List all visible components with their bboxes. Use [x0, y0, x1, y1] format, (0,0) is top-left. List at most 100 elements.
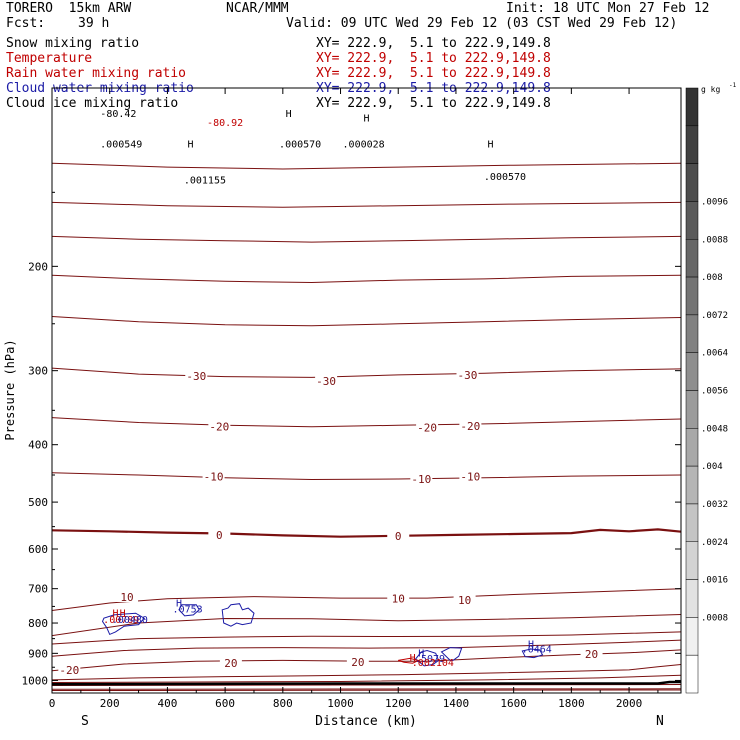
- contour-label: -30: [316, 375, 336, 388]
- max-annotation: H: [112, 609, 118, 620]
- x-tick-label: 800: [273, 697, 293, 710]
- field-name-temperature: Temperature: [6, 51, 93, 66]
- x-tick-label: 600: [215, 697, 235, 710]
- surface-line: [51, 680, 681, 686]
- y-tick-label: 200: [28, 260, 48, 273]
- contour-label-bg: [315, 374, 338, 386]
- max-annotation: H: [418, 649, 424, 660]
- colorbar-swatch: [685, 541, 699, 580]
- x-tick-label: 2000: [616, 697, 643, 710]
- x-tick-label: 1200: [385, 697, 412, 710]
- north-label: N: [656, 714, 664, 729]
- temperature-contour--40: [51, 316, 682, 327]
- colorbar-swatch: [685, 163, 699, 202]
- contour-label-bg: [208, 420, 231, 432]
- temperature-contour-extra-1: [51, 631, 682, 645]
- y-tick-label: 400: [28, 439, 48, 452]
- colorbar-swatch: [685, 314, 699, 353]
- colorbar-unit-exponent: -1: [729, 82, 737, 89]
- colorbar-label: .0072: [701, 311, 728, 321]
- temperature-contour--80: [51, 162, 682, 170]
- y-tick-label: 500: [28, 496, 48, 509]
- contour-label: 0: [395, 530, 402, 543]
- y-axis-label: Pressure (hPa): [3, 339, 17, 440]
- cloud-water-contour-4: [440, 647, 463, 661]
- temperature-contour--10: [51, 472, 682, 481]
- valid-time: Valid: 09 UTC Wed 29 Feb 12 (03 CST Wed …: [286, 16, 678, 31]
- x-tick-label: 1400: [443, 697, 470, 710]
- contour-label-bg: [387, 592, 410, 604]
- max-annotation: .0753: [173, 605, 203, 616]
- colorbar: .0096 .0088 .008 .0072 .0064 .0056 .0048 .004 .0…: [685, 82, 737, 694]
- y-tick-label: 800: [28, 617, 48, 630]
- colorbar-swatch: [685, 617, 699, 656]
- contour-label-bg: [185, 369, 208, 381]
- colorbar-label: .0088: [701, 235, 728, 245]
- max-annotation: .0464: [522, 644, 552, 655]
- y-tick-label: 600: [28, 543, 48, 556]
- contour-label-bg: [459, 470, 482, 482]
- contour-label-bg: [416, 421, 439, 433]
- south-label: S: [81, 714, 89, 729]
- axes: 0 200 400 600 800 1000 1200 1400 1600 1800 2000200…: [22, 88, 681, 710]
- colorbar-swatch: [685, 352, 699, 391]
- temperature-contour-extra-4: [51, 674, 682, 683]
- max-annotation: .001155: [184, 176, 226, 187]
- x-axis-label: Distance (km): [315, 714, 417, 729]
- temperature-contour-extra-2: [51, 639, 682, 657]
- contour-labels: -30 -30 -30 -20 -20 -20 -10 -10 -10 0 0 10 10 10 20 20 2…: [58, 368, 603, 677]
- contour-label: -20: [59, 664, 79, 677]
- field-name-snow: Snow mixing ratio: [6, 36, 140, 51]
- temperature-contour-0: [51, 528, 682, 538]
- colorbar-swatch: [685, 201, 699, 240]
- temperature-contour-extra-0: [51, 614, 682, 637]
- cloud-water-contours: [101, 603, 544, 667]
- colorbar-swatch: [685, 87, 699, 127]
- contour-label: -10: [204, 471, 224, 484]
- x-tick-label: 200: [100, 697, 120, 710]
- cloud-water-contour-3: [414, 649, 440, 667]
- rain-contour-0: [398, 657, 420, 664]
- contour-label: -30: [458, 369, 478, 382]
- colorbar-swatch: [685, 125, 699, 164]
- contour-label-bg: [208, 528, 231, 540]
- contour-label: 20: [585, 648, 598, 661]
- colorbar-swatch: [685, 579, 699, 618]
- x-tick-label: 0: [49, 697, 56, 710]
- max-annotation: .5079: [415, 654, 445, 665]
- contour-label-bg: [580, 648, 603, 660]
- colorbar-label: .0008: [701, 613, 728, 623]
- contour-label-bg: [459, 420, 482, 432]
- colorbar-swatch: [685, 239, 699, 278]
- cloud-water-contour-5: [521, 648, 544, 659]
- surface-pressure-line: [51, 680, 681, 686]
- max-annotation: .00480: [112, 615, 148, 626]
- colorbar-label: .0032: [701, 500, 728, 510]
- contour-label-bg: [116, 590, 139, 602]
- temperature-contour-extra-3: [51, 664, 682, 681]
- forecast-label: Fcst:: [6, 16, 46, 31]
- contour-label: 20: [224, 657, 237, 670]
- contour-label-bg: [58, 663, 81, 675]
- max-annotation: .002104: [412, 658, 454, 669]
- contour-label: -20: [460, 420, 480, 433]
- max-annotation: .00789: [103, 615, 139, 626]
- colorbar-swatch: [685, 654, 699, 694]
- model-title: TORERO 15km ARW: [6, 1, 132, 16]
- temperature-contour-extra-6: [51, 688, 682, 690]
- init-time: Init: 18 UTC Mon 27 Feb 12: [506, 1, 710, 16]
- contour-label: 10: [392, 592, 405, 605]
- colorbar-label: .0096: [701, 197, 728, 207]
- max-annotation: H: [528, 640, 534, 651]
- max-annotation: H: [488, 139, 494, 150]
- colorbar-swatch: [685, 503, 699, 542]
- cloud-water-contour-1: [178, 604, 200, 617]
- x-tick-label: 400: [157, 697, 177, 710]
- contour-label: -20: [417, 421, 437, 434]
- contour-label-bg: [410, 472, 433, 484]
- max-annotation: -80.42: [100, 109, 136, 120]
- colorbar-swatch: [685, 428, 699, 467]
- field-name-cloud-ice: Cloud ice mixing ratio: [6, 96, 179, 111]
- max-annotations: H H.00789.00480H.0753H.5079H.002104H.0464…: [100, 109, 552, 669]
